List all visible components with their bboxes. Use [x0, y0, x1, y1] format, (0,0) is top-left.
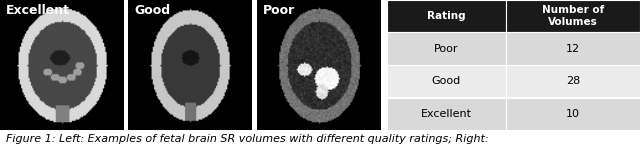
Text: Good: Good [134, 4, 171, 17]
Bar [387, 32, 506, 65]
Text: Excellent: Excellent [420, 109, 472, 119]
Text: Excellent: Excellent [6, 4, 70, 17]
Bar [387, 98, 506, 130]
Bar [506, 98, 640, 130]
Text: Number of
Volumes: Number of Volumes [541, 5, 604, 27]
Text: 10: 10 [566, 109, 580, 119]
Text: Poor: Poor [434, 44, 458, 54]
Text: 28: 28 [566, 76, 580, 86]
Text: Figure 1: Left: Examples of fetal brain SR volumes with different quality rating: Figure 1: Left: Examples of fetal brain … [6, 134, 489, 144]
Text: Rating: Rating [427, 11, 465, 21]
Text: 12: 12 [566, 44, 580, 54]
Bar [506, 32, 640, 65]
Bar [387, 0, 506, 32]
Text: Good: Good [431, 76, 461, 86]
Text: Poor: Poor [263, 4, 295, 17]
Bar [387, 65, 506, 98]
Bar [506, 65, 640, 98]
Bar [506, 0, 640, 32]
